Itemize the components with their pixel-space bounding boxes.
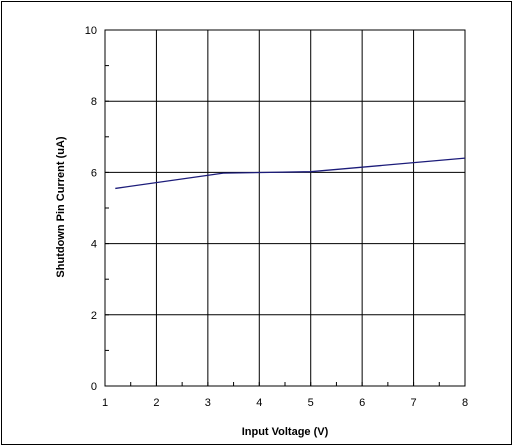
minor-ticks (104, 29, 466, 387)
x-tick-label: 2 (153, 397, 159, 409)
x-tick-label: 5 (308, 397, 314, 409)
x-tick-label: 8 (462, 397, 468, 409)
x-tick-labels: 1 2 3 4 5 6 7 8 (102, 397, 468, 409)
y-axis-label: Shutdown Pin Current (uA) (55, 136, 67, 277)
y-tick-label: 4 (91, 239, 97, 251)
x-tick-label: 3 (205, 397, 211, 409)
y-tick-label: 6 (91, 167, 97, 179)
series-layer (115, 157, 466, 190)
y-tick-labels: 0 2 4 6 8 10 (85, 25, 97, 393)
y-tick-label: 2 (91, 310, 97, 322)
grid (104, 29, 466, 387)
x-axis-label: Input Voltage (V) (242, 426, 329, 438)
x-tick-label: 1 (102, 397, 108, 409)
plot-area (104, 29, 466, 387)
series-line (115, 157, 466, 190)
x-tick-label: 4 (256, 397, 262, 409)
y-tick-label: 0 (91, 381, 97, 393)
y-tick-label: 10 (85, 25, 97, 37)
x-tick-label: 7 (411, 397, 417, 409)
x-tick-label: 6 (359, 397, 365, 409)
y-tick-label: 8 (91, 96, 97, 108)
